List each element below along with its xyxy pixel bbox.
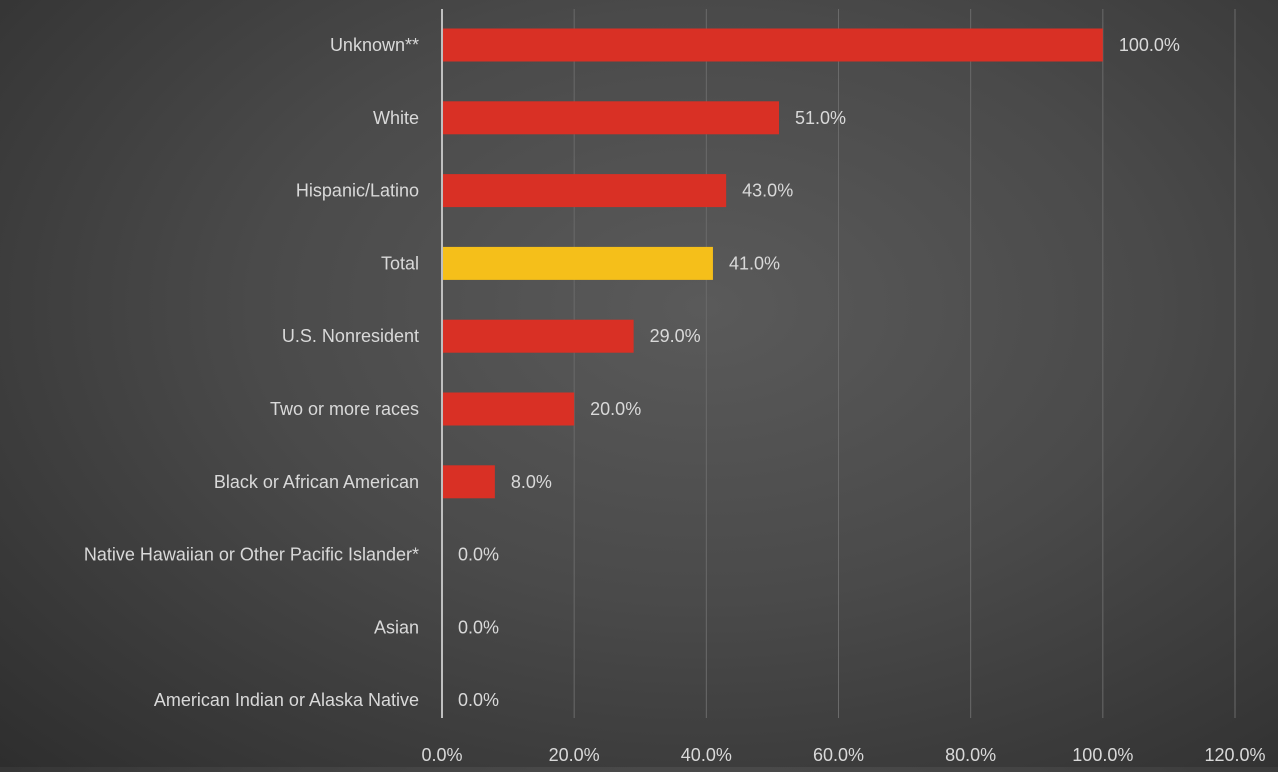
data-label: 51.0% [795, 108, 846, 128]
x-tick-label: 60.0% [813, 745, 864, 765]
category-label: Black or African American [214, 472, 419, 492]
bar [442, 101, 780, 135]
category-label: American Indian or Alaska Native [154, 690, 419, 710]
x-tick-label: 0.0% [421, 745, 462, 765]
data-label: 8.0% [511, 472, 552, 492]
category-label: White [373, 108, 419, 128]
bar [442, 392, 575, 426]
bars [442, 28, 1103, 499]
data-label: 0.0% [458, 617, 499, 637]
bar [442, 28, 1103, 62]
x-tick-label: 120.0% [1204, 745, 1265, 765]
data-label: 43.0% [742, 181, 793, 201]
category-label: Two or more races [270, 399, 419, 419]
category-label: Total [381, 253, 419, 273]
data-label: 0.0% [458, 545, 499, 565]
x-tick-label: 100.0% [1072, 745, 1133, 765]
bar [442, 174, 727, 208]
category-label: Native Hawaiian or Other Pacific Islande… [84, 545, 419, 565]
data-label: 0.0% [458, 690, 499, 710]
data-label: 20.0% [590, 399, 641, 419]
data-label: 29.0% [650, 326, 701, 346]
category-label: Unknown** [330, 35, 419, 55]
bar [442, 465, 495, 499]
x-tick-label: 40.0% [681, 745, 732, 765]
x-tick-label: 80.0% [945, 745, 996, 765]
category-label: U.S. Nonresident [282, 326, 419, 346]
x-tick-label: 20.0% [549, 745, 600, 765]
bar [442, 246, 713, 280]
category-label: Asian [374, 617, 419, 637]
category-label: Hispanic/Latino [296, 181, 419, 201]
data-label: 41.0% [729, 253, 780, 273]
data-label: 100.0% [1119, 35, 1180, 55]
bar [442, 319, 634, 353]
labels: 0.0% 20.0% 40.0% 60.0% 80.0% 100.0% 120.0% Unkn… [84, 35, 1266, 765]
